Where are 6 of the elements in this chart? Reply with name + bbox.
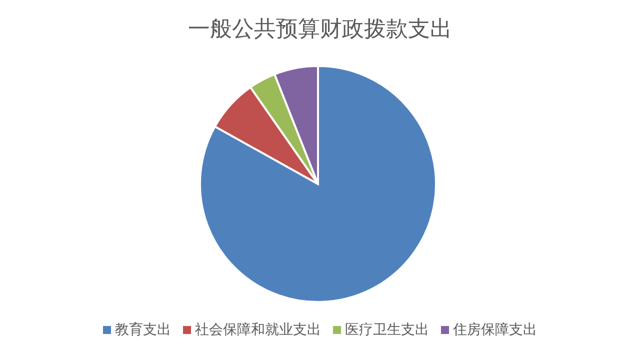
pie-slice xyxy=(199,65,437,303)
legend-label: 医疗卫生支出 xyxy=(345,322,429,338)
legend-label: 社会保障和就业支出 xyxy=(195,322,321,338)
legend-label: 教育支出 xyxy=(115,321,171,338)
chart-title: 一般公共预算财政拨款支出 xyxy=(188,17,452,42)
legend-label: 住房保障支出 xyxy=(452,322,537,338)
